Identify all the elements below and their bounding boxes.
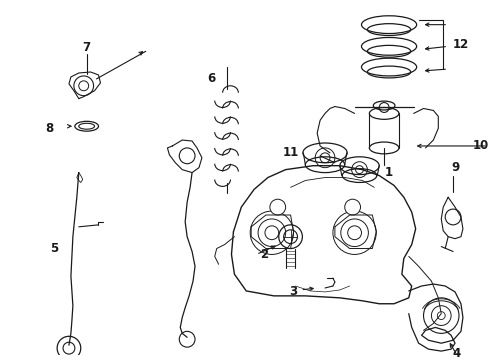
Text: 8: 8 (45, 122, 53, 135)
Text: 2: 2 (260, 248, 267, 261)
Text: 9: 9 (450, 161, 458, 174)
Circle shape (344, 199, 360, 215)
Text: 3: 3 (289, 285, 297, 298)
Circle shape (269, 199, 285, 215)
Text: 12: 12 (452, 38, 468, 51)
Text: 5: 5 (50, 242, 58, 255)
Text: 1: 1 (384, 166, 392, 179)
Text: 4: 4 (452, 347, 460, 360)
Text: 7: 7 (82, 41, 91, 54)
Text: 6: 6 (207, 72, 215, 85)
Text: 10: 10 (471, 139, 488, 153)
Text: 11: 11 (282, 147, 298, 159)
